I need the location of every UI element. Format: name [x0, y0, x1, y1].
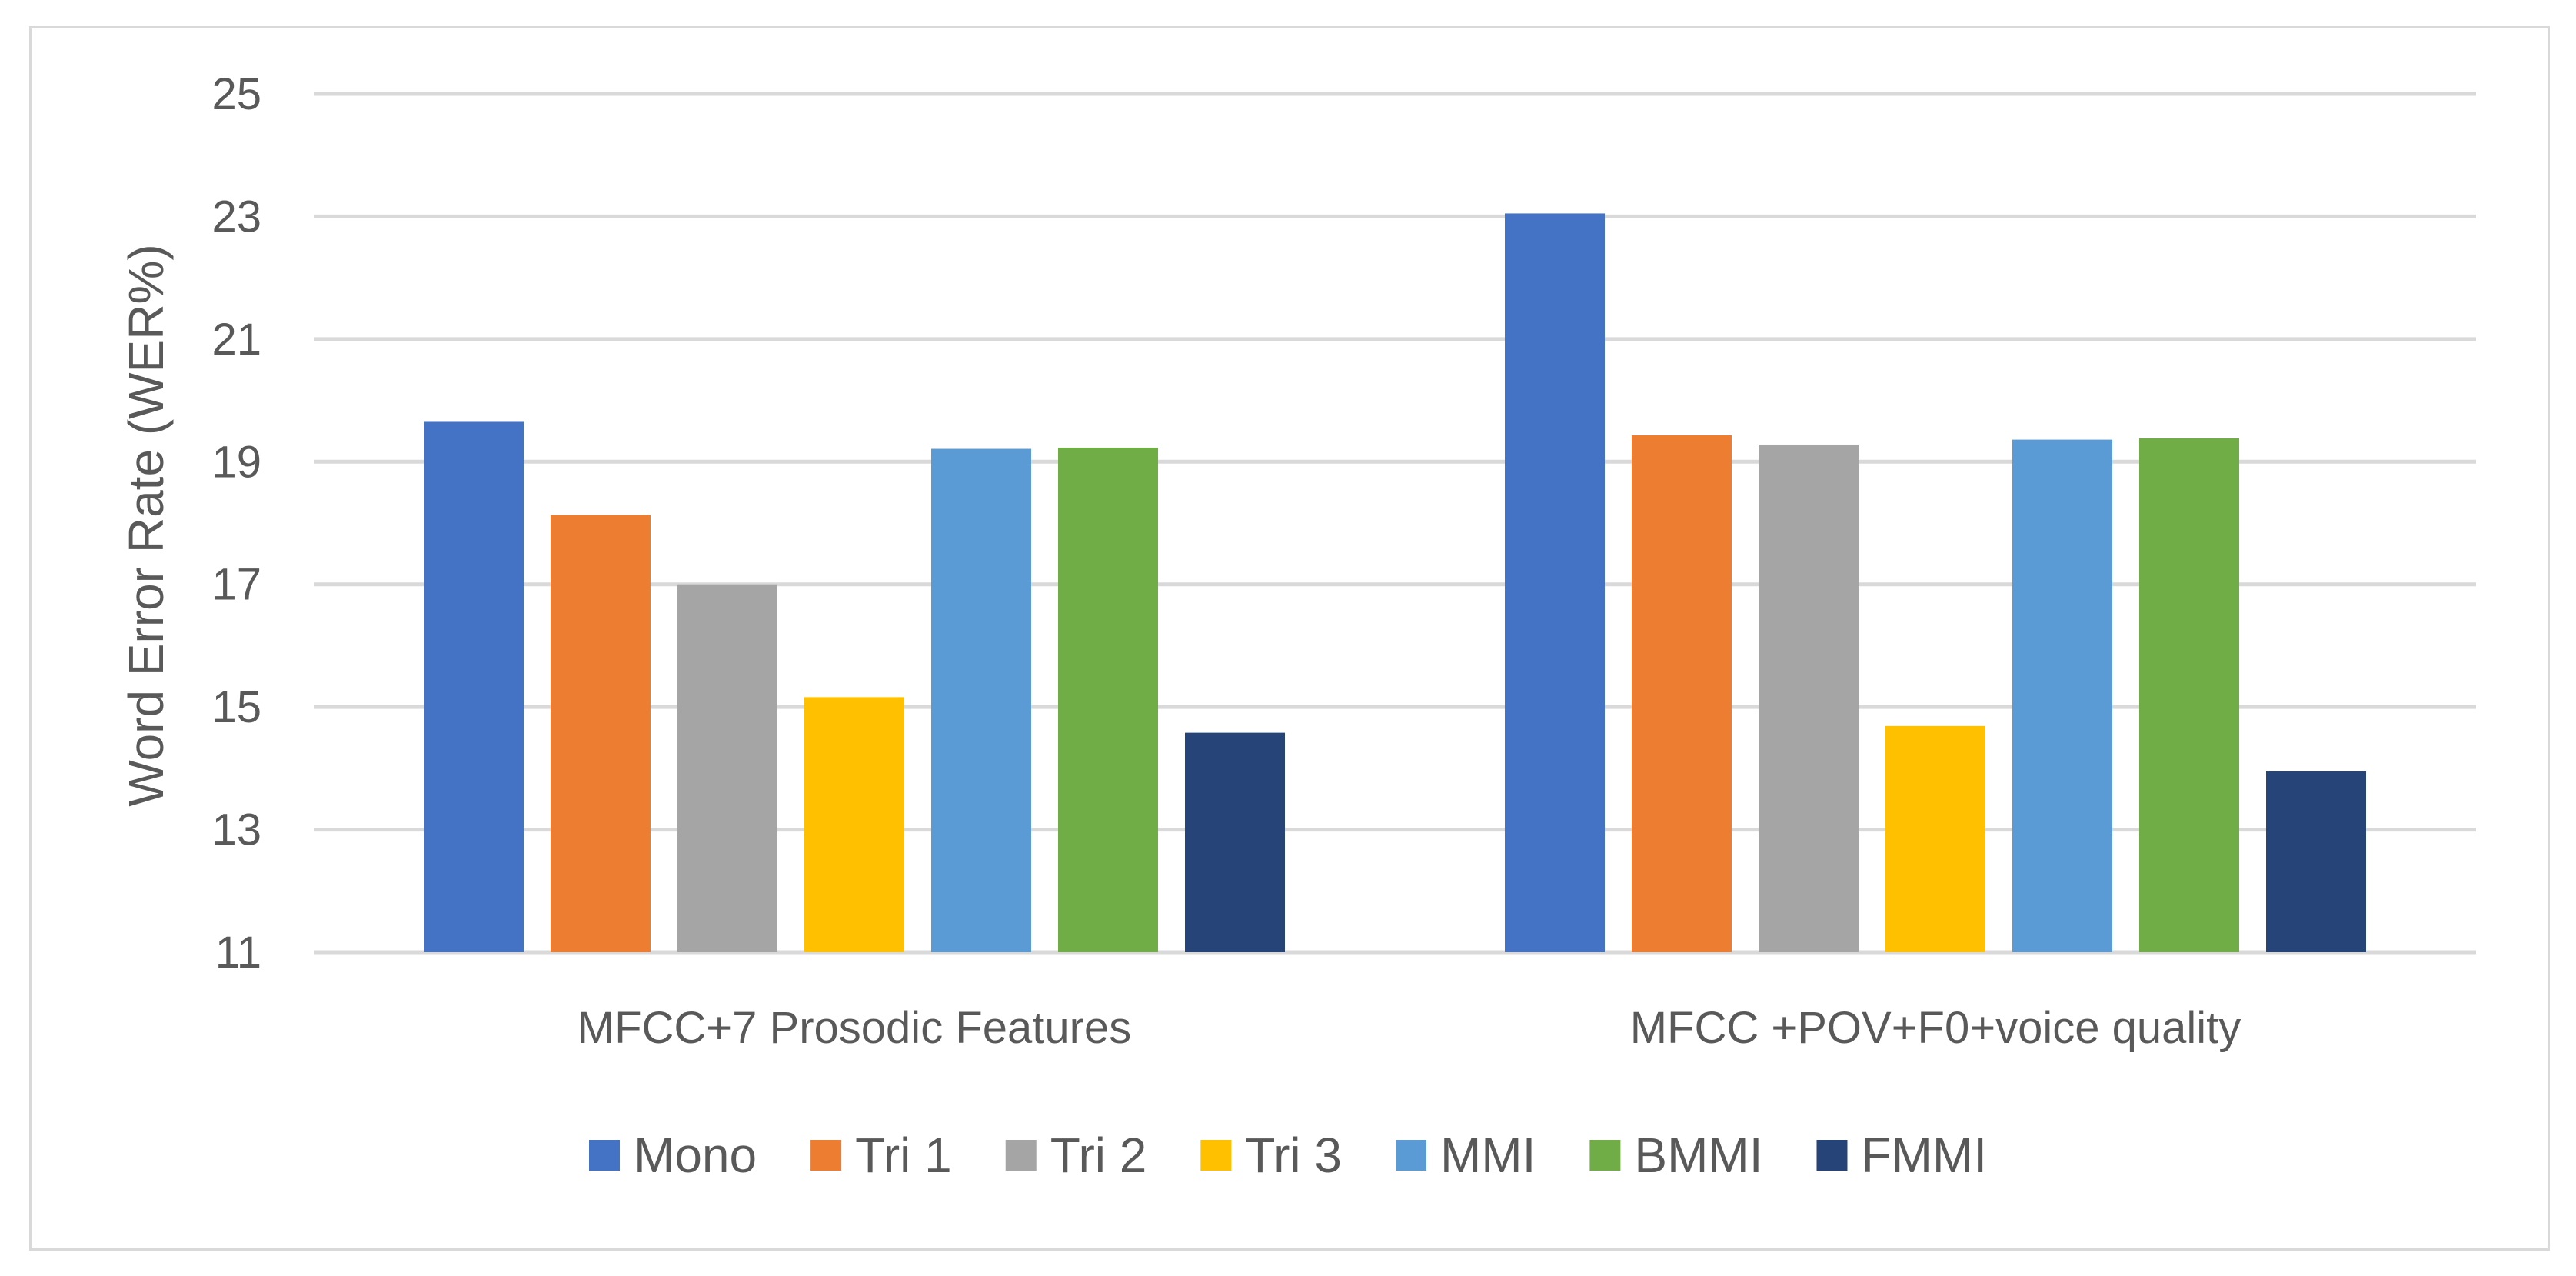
bars [424, 213, 2366, 952]
x-axis-categories: MFCC+7 Prosodic Features MFCC +POV+F0+voi… [577, 1003, 2242, 1053]
legend-label: FMMI [1861, 1128, 1987, 1183]
y-tick-label: 11 [215, 928, 261, 978]
gridlines [314, 92, 2476, 955]
bar-mono-1 [424, 421, 524, 952]
legend-label: BMMI [1634, 1128, 1762, 1183]
legend-label: Tri 1 [855, 1128, 952, 1183]
bar-mmi-1 [931, 448, 1031, 952]
y-tick-label: 21 [211, 315, 261, 365]
legend-swatch-mmi [1395, 1140, 1426, 1171]
bar-tri-2-1 [677, 584, 777, 952]
legend-label: Tri 3 [1245, 1128, 1342, 1183]
legend-swatch-fmmi [1816, 1140, 1848, 1171]
y-axis-title: Word Error Rate (WER%) [118, 244, 174, 806]
x-category-label: MFCC +POV+F0+voice quality [1630, 1003, 2242, 1053]
y-tick-label: 23 [211, 192, 261, 242]
legend-swatch-bmmi [1589, 1140, 1621, 1171]
legend-swatch-mono [589, 1140, 621, 1171]
legend-swatch-tri-2 [1005, 1140, 1037, 1171]
legend-label: Tri 2 [1050, 1128, 1147, 1183]
bar-tri-3-1 [804, 697, 904, 952]
x-category-label: MFCC+7 Prosodic Features [577, 1003, 1131, 1053]
bar-fmmi-2 [2266, 771, 2366, 952]
legend-swatch-tri-1 [810, 1140, 842, 1171]
y-tick-label: 13 [211, 805, 261, 855]
bar-tri-2-2 [1759, 444, 1859, 952]
bar-bmmi-2 [2139, 438, 2239, 952]
bar-tri-1-2 [1632, 435, 1732, 952]
legend-label: Mono [634, 1128, 757, 1183]
bar-tri-1-1 [551, 515, 651, 952]
y-tick-label: 15 [211, 682, 261, 732]
y-tick-label: 25 [211, 69, 261, 119]
bar-bmmi-1 [1058, 447, 1158, 952]
bar-mmi-2 [2012, 439, 2112, 952]
bar-tri-3-2 [1885, 725, 1985, 952]
y-axis-ticks: 11 13 15 17 19 21 23 25 [211, 69, 261, 978]
y-tick-label: 17 [211, 560, 261, 610]
legend: Mono Tri 1 Tri 2 Tri 3 MMI BMMI FMMI [589, 1128, 1987, 1183]
legend-swatch-tri-3 [1200, 1140, 1232, 1171]
bar-fmmi-1 [1185, 732, 1285, 952]
legend-label: MMI [1440, 1128, 1536, 1183]
y-tick-label: 19 [211, 437, 261, 487]
bar-mono-2 [1505, 213, 1605, 952]
